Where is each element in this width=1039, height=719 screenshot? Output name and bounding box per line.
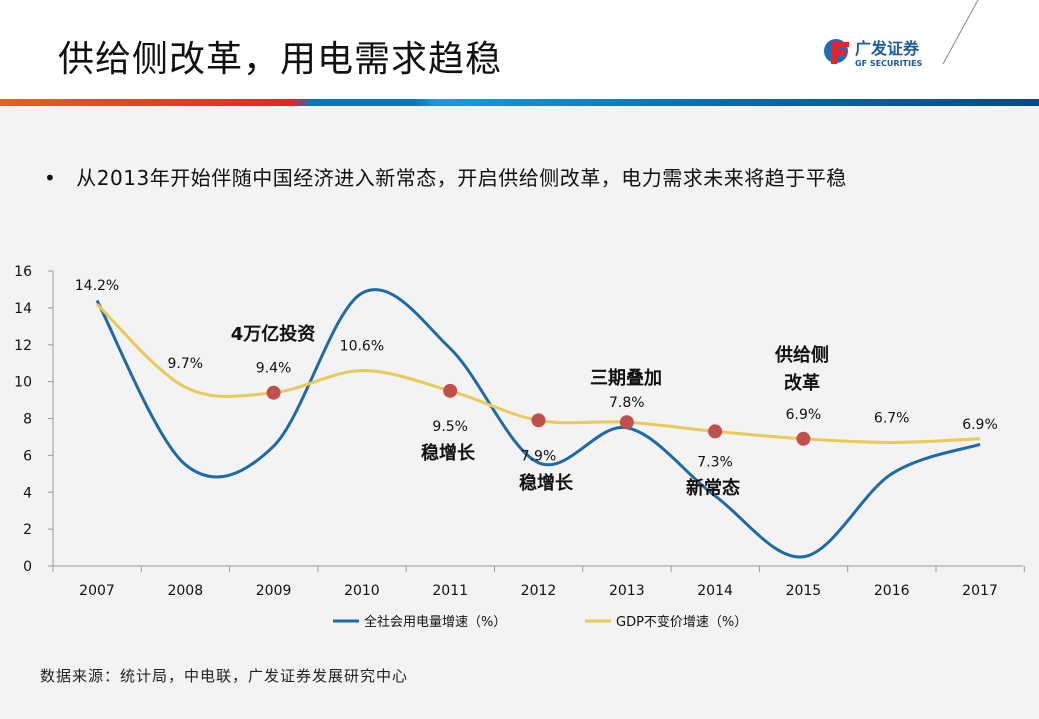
gf-securities-logo: 广发证券 GF SECURITIES xyxy=(824,39,922,68)
decorative-slash xyxy=(942,0,979,65)
y-tick-label: 6 xyxy=(23,448,32,464)
data-label: 7.8% xyxy=(609,395,645,411)
y-tick-label: 2 xyxy=(23,522,32,538)
x-tick-label: 2009 xyxy=(256,583,292,599)
y-tick-label: 16 xyxy=(14,264,32,280)
x-tick-label: 2011 xyxy=(432,583,468,599)
bullet-point: • 从2013年开始伴随中国经济进入新常态，开启供给侧改革，电力需求未来将趋于平稳 xyxy=(44,166,847,190)
x-tick-label: 2008 xyxy=(167,583,203,599)
annotation: 改革 xyxy=(784,372,820,394)
x-tick-label: 2010 xyxy=(344,583,380,599)
bullet-text: 从2013年开始伴随中国经济进入新常态，开启供给侧改革，电力需求未来将趋于平稳 xyxy=(76,166,847,190)
data-label: 9.7% xyxy=(168,356,204,372)
logo-cn: 广发证券 xyxy=(855,39,920,58)
line-chart: 0 2 4 6 8 10 12 14 16 2007 2008 2009 2010 2011 2012 201… xyxy=(14,264,1025,630)
data-label: 7.3% xyxy=(697,454,733,470)
x-tick-label: 2013 xyxy=(609,583,645,599)
annotation: 4万亿投资 xyxy=(231,323,316,345)
gdp-point xyxy=(708,424,723,439)
y-tick-label: 14 xyxy=(14,301,32,317)
y-tick-label: 4 xyxy=(23,485,32,501)
page-title: 供给侧改革，用电需求趋稳 xyxy=(58,39,503,80)
x-tick-label: 2014 xyxy=(697,583,733,599)
gdp-point xyxy=(796,431,811,446)
x-tick-label: 2007 xyxy=(79,583,115,599)
data-label: 6.9% xyxy=(962,417,998,433)
legend-label-electricity: 全社会用电量增速（%） xyxy=(364,614,506,630)
gdp-point xyxy=(619,415,634,430)
header: 供给侧改革，用电需求趋稳 广发证券 GF SECURITIES xyxy=(0,0,1039,99)
y-tick-label: 0 xyxy=(23,559,32,575)
data-label: 9.5% xyxy=(432,419,468,435)
y-tick-label: 12 xyxy=(14,338,32,354)
gdp-point xyxy=(266,385,281,400)
electricity-series-line xyxy=(95,288,981,559)
legend-label-gdp: GDP不变价增速（%） xyxy=(616,614,747,630)
annotation: 三期叠加 xyxy=(590,368,662,389)
annotation: 稳增长 xyxy=(519,472,574,494)
y-tick-label: 10 xyxy=(14,375,32,391)
x-tick-label: 2012 xyxy=(521,583,557,599)
x-tick-label: 2017 xyxy=(962,583,998,599)
x-tick-label: 2016 xyxy=(874,583,910,599)
data-label: 7.9% xyxy=(521,448,557,464)
annotation: 稳增长 xyxy=(421,442,476,464)
data-label: 9.4% xyxy=(256,361,292,377)
logo-en: GF SECURITIES xyxy=(855,59,922,68)
data-label: 6.9% xyxy=(786,407,822,423)
y-tick-label: 8 xyxy=(23,412,32,428)
header-divider-bar xyxy=(0,99,1039,106)
annotation: 新常态 xyxy=(686,477,740,499)
gdp-point xyxy=(531,413,546,428)
annotation: 供给侧 xyxy=(774,344,829,366)
data-label: 14.2% xyxy=(75,278,119,294)
data-label: 6.7% xyxy=(874,410,910,426)
data-label: 10.6% xyxy=(340,339,384,355)
x-tick-label: 2015 xyxy=(786,583,822,599)
gdp-point xyxy=(443,383,458,398)
source-note: 数据来源：统计局，中电联，广发证券发展研究中心 xyxy=(40,667,409,685)
